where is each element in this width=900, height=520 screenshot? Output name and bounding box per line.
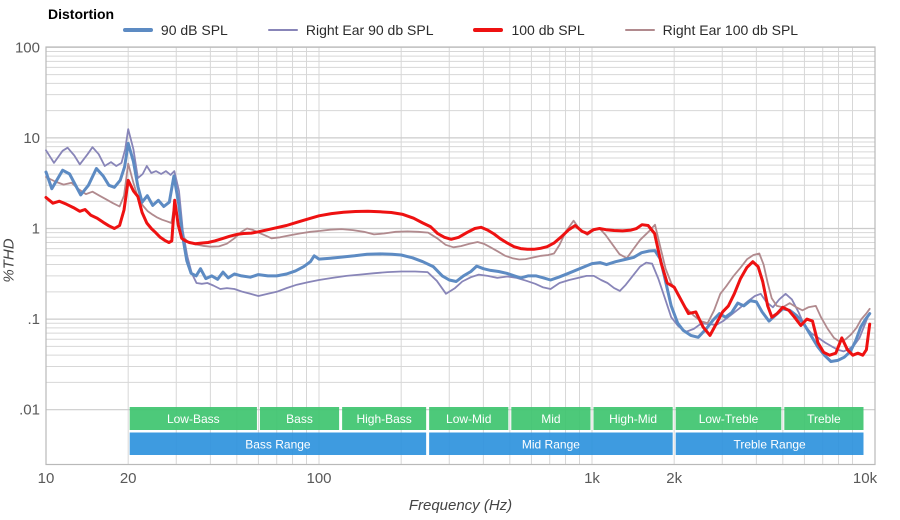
- range-green-band: [129, 407, 257, 430]
- range-green-band-label: Treble: [807, 412, 841, 426]
- legend-label: 90 dB SPL: [160, 22, 228, 38]
- legend-item-right-ear-100-db-spl[interactable]: Right Ear 100 db SPL: [624, 22, 799, 38]
- y-tick-label: .1: [27, 311, 40, 328]
- range-blue-band: [429, 432, 673, 455]
- range-blue-band-label: Mid Range: [522, 437, 580, 451]
- legend-label: 100 db SPL: [511, 22, 585, 38]
- range-blue-band: [675, 432, 864, 455]
- range-green-band: [675, 407, 782, 430]
- legend-item-right-ear-90-db-spl[interactable]: Right Ear 90 db SPL: [267, 22, 434, 38]
- range-blue-band-label: Treble Range: [733, 437, 806, 451]
- x-tick-label: 2k: [666, 470, 682, 487]
- x-tick-label: 10k: [853, 470, 878, 487]
- series-line-right-ear-100-db-spl: [45, 162, 871, 343]
- series-line-100-db-spl: [44, 178, 872, 357]
- legend: 90 dB SPL Right Ear 90 db SPL 100 db SPL Ri…: [46, 22, 875, 38]
- range-green-band: [429, 407, 509, 430]
- range-green-band-label: Low-Bass: [167, 412, 220, 426]
- y-axis-label: %THD: [0, 238, 18, 283]
- range-blue-band-label: Bass Range: [245, 437, 311, 451]
- range-green-band-label: High-Bass: [356, 412, 411, 426]
- y-tick-label: 100: [15, 39, 40, 56]
- range-green-band: [511, 407, 591, 430]
- range-green-band-label: High-Mid: [609, 412, 657, 426]
- range-green-band: [259, 407, 340, 430]
- series-line-90-db-spl: [44, 141, 872, 363]
- x-axis-label: Frequency (Hz): [408, 497, 513, 514]
- range-green-band-label: Bass: [286, 412, 313, 426]
- legend-label: Right Ear 100 db SPL: [662, 22, 799, 38]
- series-line-right-ear-90-db-spl: [45, 128, 870, 353]
- range-green-band: [784, 407, 864, 430]
- x-tick-label: 10: [38, 470, 55, 487]
- range-green-band-label: Mid: [541, 412, 560, 426]
- plot-border: [45, 46, 876, 466]
- y-tick-label: 1: [32, 221, 40, 238]
- range-green-band: [342, 407, 427, 430]
- legend-swatch: [267, 28, 298, 32]
- range-green-band-label: Low-Treble: [699, 412, 759, 426]
- range-green-band: [593, 407, 673, 430]
- x-tick-label: 1k: [584, 470, 600, 487]
- legend-swatch: [122, 28, 153, 32]
- legend-swatch: [473, 28, 504, 32]
- range-green-band-label: Low-Mid: [446, 412, 491, 426]
- page-title: Distortion: [48, 6, 115, 22]
- y-tick-label: 10: [23, 130, 40, 147]
- legend-item-100-db-spl[interactable]: 100 db SPL: [473, 22, 585, 38]
- range-blue-band: [129, 432, 427, 455]
- legend-swatch: [624, 28, 655, 32]
- x-tick-label: 20: [120, 470, 137, 487]
- x-tick-label: 100: [306, 470, 331, 487]
- y-tick-label: .01: [19, 402, 40, 419]
- legend-label: Right Ear 90 db SPL: [305, 22, 434, 38]
- legend-item-90-db-spl[interactable]: 90 dB SPL: [122, 22, 228, 38]
